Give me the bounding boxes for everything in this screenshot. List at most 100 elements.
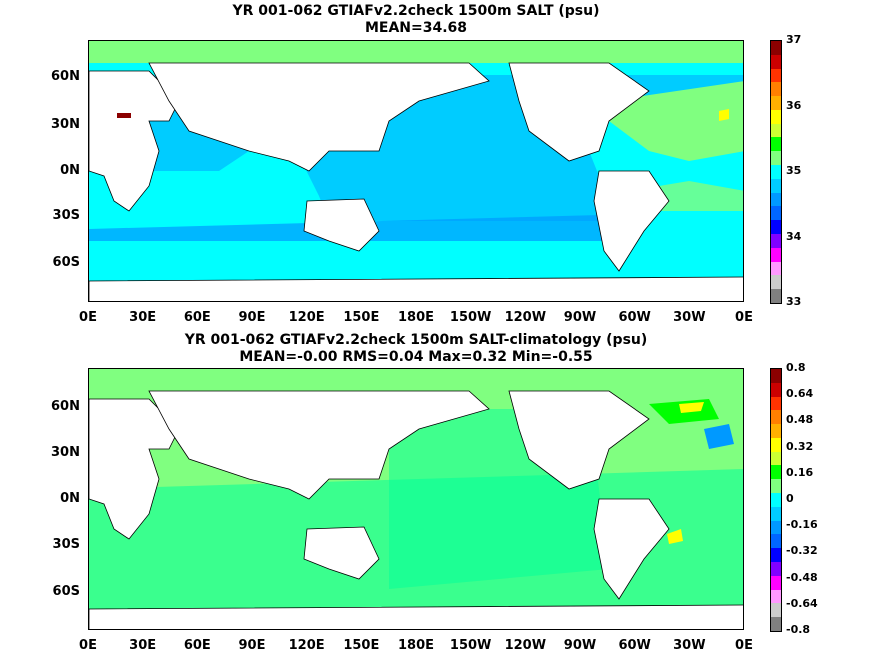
- gulf-stream-high: [719, 109, 729, 121]
- colorbar-swatch: [771, 451, 781, 466]
- colorbar-swatch: [771, 506, 781, 521]
- colorbar-tick-label: 33: [786, 295, 802, 308]
- arctic-region: [89, 41, 743, 63]
- colorbar-tick-label: 0.48: [786, 413, 814, 427]
- panel2-ytick-60n: 60N: [51, 399, 80, 414]
- panel2-xtick-10: 60W: [618, 638, 651, 653]
- colorbar-swatch: [771, 96, 781, 110]
- colorbar-tick-label: 0: [786, 492, 794, 505]
- panel2-xtick-6: 180E: [397, 638, 435, 653]
- panel1-colorbar: [770, 40, 782, 304]
- panel1-xtick-3: 90E: [238, 310, 266, 325]
- southern-ocean-band: [89, 211, 743, 241]
- panel1-xtick-8: 120W: [504, 310, 547, 325]
- colorbar-swatch: [771, 617, 781, 631]
- colorbar-swatch: [771, 233, 781, 248]
- colorbar-swatch: [771, 465, 781, 480]
- arctic-region: [89, 369, 743, 391]
- antarctica-land: [89, 276, 743, 301]
- north-america-land: [508, 390, 650, 490]
- panel2-xtick-5: 150E: [343, 638, 380, 653]
- colorbar-tick-label: 0.16: [786, 465, 814, 479]
- south-america-land: [593, 498, 670, 600]
- panel2-ytick-30s: 30S: [52, 537, 80, 552]
- panel2-xtick-1: 30E: [129, 638, 157, 653]
- colorbar-tick-label: 34: [786, 229, 802, 243]
- colorbar-swatch: [771, 493, 781, 507]
- north-atlantic-region: [609, 81, 743, 161]
- panel1-ytick-30n: 30N: [51, 117, 80, 132]
- panel1-ytick-60n: 60N: [51, 69, 80, 84]
- colorbar-swatch: [771, 382, 781, 397]
- panel2-xtick-8: 120W: [504, 638, 547, 653]
- panel2-xtick-0: 0E: [79, 638, 97, 653]
- colorbar-swatch: [771, 424, 781, 438]
- panel2-ytick-60s: 60S: [52, 584, 80, 599]
- australia-land: [303, 526, 380, 580]
- colorbar-swatch: [771, 575, 781, 590]
- colorbar-swatch: [771, 520, 781, 535]
- panel1-xtick-4: 120E: [288, 310, 325, 325]
- panel1-xtick-7: 150W: [449, 310, 492, 325]
- south-america-land: [593, 170, 670, 272]
- colorbar-swatch: [771, 261, 781, 276]
- panel2-xtick-7: 150W: [449, 638, 492, 653]
- panel1-xtick-6: 180E: [397, 310, 435, 325]
- panel2-subtitle: MEAN=-0.00 RMS=0.04 Max=0.32 Min=-0.55: [239, 349, 593, 365]
- colorbar-swatch: [771, 247, 781, 262]
- panel1-ytick-30s: 30S: [52, 208, 80, 223]
- colorbar-tick-label: -0.48: [786, 570, 818, 584]
- panel1-xtick-1: 30E: [129, 310, 157, 325]
- panel2-xtick-3: 90E: [238, 638, 266, 653]
- colorbar-swatch: [771, 410, 781, 425]
- colorbar-swatch: [771, 289, 781, 303]
- panel1-xtick-9: 90W: [563, 310, 597, 325]
- panel2-title: YR 001-062 GTIAFv2.2check 1500m SALT-cli…: [184, 332, 648, 348]
- gulf-stream-negative: [704, 424, 734, 449]
- colorbar-swatch: [771, 109, 781, 124]
- panel2-xtick-2: 60E: [183, 638, 211, 653]
- colorbar-swatch: [771, 41, 781, 55]
- colorbar-swatch: [771, 68, 781, 83]
- antarctica-land: [89, 604, 743, 629]
- asia-land: [148, 390, 490, 500]
- colorbar-tick-label: -0.8: [786, 623, 811, 636]
- colorbar-swatch: [771, 54, 781, 69]
- colorbar-tick-label: 0.32: [786, 439, 814, 453]
- colorbar-swatch: [771, 479, 781, 494]
- colorbar-swatch: [771, 603, 781, 618]
- panel1-ytick-60s: 60S: [52, 255, 80, 270]
- panel2-ytick-30n: 30N: [51, 445, 80, 460]
- colorbar-swatch: [771, 192, 781, 207]
- panel1-title: YR 001-062 GTIAFv2.2check 1500m SALT (ps…: [232, 3, 600, 19]
- colorbar-swatch: [771, 548, 781, 562]
- colorbar-tick-label: 37: [786, 33, 802, 46]
- panel2-ytick-0n: 0N: [60, 491, 80, 506]
- colorbar-tick-label: 0.64: [786, 387, 814, 401]
- colorbar-swatch: [771, 165, 781, 179]
- north-america-land: [508, 62, 650, 162]
- colorbar-swatch: [771, 369, 781, 383]
- colorbar-swatch: [771, 82, 781, 97]
- panel1-xtick-0: 0E: [79, 310, 97, 325]
- colorbar-swatch: [771, 137, 781, 152]
- panel2-colorbar: [770, 368, 782, 632]
- labrador-yellow: [679, 402, 704, 413]
- south-atlantic-yellow: [667, 529, 683, 544]
- panel1-xtick-10: 60W: [618, 310, 651, 325]
- colorbar-swatch: [771, 178, 781, 193]
- asia-land: [148, 62, 490, 172]
- colorbar-swatch: [771, 123, 781, 138]
- colorbar-swatch: [771, 589, 781, 604]
- panel2-map: [88, 368, 744, 630]
- panel1-xtick-5: 150E: [343, 310, 380, 325]
- panel1-xtick-12: 0E: [735, 310, 753, 325]
- colorbar-swatch: [771, 437, 781, 452]
- colorbar-tick-label: -0.16: [786, 518, 818, 532]
- colorbar-swatch: [771, 561, 781, 576]
- panel2-xtick-4: 120E: [288, 638, 325, 653]
- panel1-xtick-11: 30W: [673, 310, 706, 325]
- colorbar-swatch: [771, 206, 781, 221]
- colorbar-tick-label: 35: [786, 164, 802, 177]
- colorbar-tick-label: -0.64: [786, 596, 818, 610]
